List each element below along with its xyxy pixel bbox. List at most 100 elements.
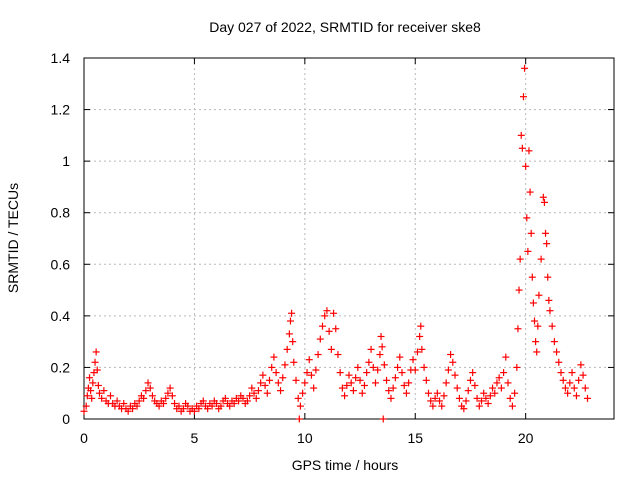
- data-point: [100, 387, 108, 395]
- data-point: [235, 397, 243, 405]
- data-point: [491, 389, 499, 397]
- data-point: [295, 415, 303, 423]
- data-point: [537, 255, 545, 263]
- data-point: [460, 405, 468, 413]
- data-point: [539, 193, 547, 201]
- data-point: [422, 376, 430, 384]
- data-point: [453, 384, 461, 392]
- data-point: [405, 379, 413, 387]
- data-point: [398, 369, 406, 377]
- data-point: [416, 332, 424, 340]
- data-point: [451, 371, 459, 379]
- data-point: [376, 351, 384, 359]
- data-point: [171, 400, 179, 408]
- data-point: [91, 358, 99, 366]
- data-point: [495, 374, 503, 382]
- data-point: [466, 376, 474, 384]
- data-point: [497, 384, 505, 392]
- data-point: [347, 379, 355, 387]
- data-point: [559, 376, 567, 384]
- x-tick-label: 0: [80, 430, 88, 446]
- data-point: [529, 299, 537, 307]
- data-point: [252, 394, 260, 402]
- data-point: [444, 366, 452, 374]
- data-point: [98, 394, 106, 402]
- data-point: [175, 402, 183, 410]
- data-point: [155, 402, 163, 410]
- data-point: [314, 351, 322, 359]
- y-tick-label: 1.4: [51, 50, 71, 66]
- data-point: [513, 363, 521, 371]
- data-point: [377, 332, 385, 340]
- data-point: [124, 407, 132, 415]
- data-point: [548, 322, 556, 330]
- data-point: [579, 371, 587, 379]
- data-point: [524, 247, 532, 255]
- data-point: [525, 147, 533, 155]
- data-point: [527, 229, 535, 237]
- data-point: [283, 345, 291, 353]
- data-point: [535, 291, 543, 299]
- data-point: [484, 400, 492, 408]
- data-point: [387, 394, 395, 402]
- data-point: [383, 376, 391, 384]
- data-point: [135, 397, 143, 405]
- data-point: [372, 379, 379, 387]
- data-point: [475, 402, 483, 410]
- data-point: [557, 369, 565, 377]
- data-point: [80, 407, 88, 415]
- data-point: [310, 384, 318, 392]
- x-tick-label: 15: [407, 430, 423, 446]
- data-point: [312, 366, 320, 374]
- data-point: [374, 366, 382, 374]
- data-point: [142, 387, 150, 395]
- data-point: [553, 348, 561, 356]
- data-point: [417, 322, 425, 330]
- data-point: [540, 198, 548, 206]
- data-point: [545, 296, 553, 304]
- data-point: [164, 389, 172, 397]
- data-point: [289, 338, 297, 346]
- data-point: [380, 361, 388, 369]
- data-point: [440, 392, 448, 400]
- data-point: [425, 389, 432, 397]
- data-point: [226, 402, 234, 410]
- data-point: [356, 376, 364, 384]
- y-tick-label: 0.6: [51, 256, 71, 272]
- data-point: [95, 389, 103, 397]
- data-point: [334, 351, 342, 359]
- data-point: [140, 394, 148, 402]
- data-point: [378, 343, 386, 351]
- data-point: [411, 366, 419, 374]
- data-point: [367, 345, 375, 353]
- data-point: [272, 369, 280, 377]
- axes-layer: [83, 57, 615, 420]
- data-point: [447, 351, 455, 359]
- data-point: [179, 405, 187, 413]
- data-point: [332, 325, 340, 333]
- data-point: [455, 394, 463, 402]
- data-point: [429, 402, 437, 410]
- data-point: [438, 402, 446, 410]
- data-point: [204, 405, 212, 413]
- data-point: [263, 389, 271, 397]
- data-point: [254, 387, 262, 395]
- y-tick-label: 1.2: [51, 102, 71, 118]
- data-point: [566, 379, 574, 387]
- data-point: [213, 400, 220, 408]
- data-point: [500, 369, 508, 377]
- data-point: [274, 379, 282, 387]
- data-point: [394, 363, 402, 371]
- data-point: [277, 387, 285, 395]
- data-point: [534, 322, 542, 330]
- data-point: [462, 397, 470, 405]
- data-point: [184, 402, 192, 410]
- data-point: [396, 353, 404, 361]
- data-point: [195, 405, 203, 413]
- data-point: [544, 273, 552, 281]
- data-point: [508, 402, 516, 410]
- data-point: [480, 389, 488, 397]
- data-point: [504, 379, 512, 387]
- data-point: [531, 317, 538, 325]
